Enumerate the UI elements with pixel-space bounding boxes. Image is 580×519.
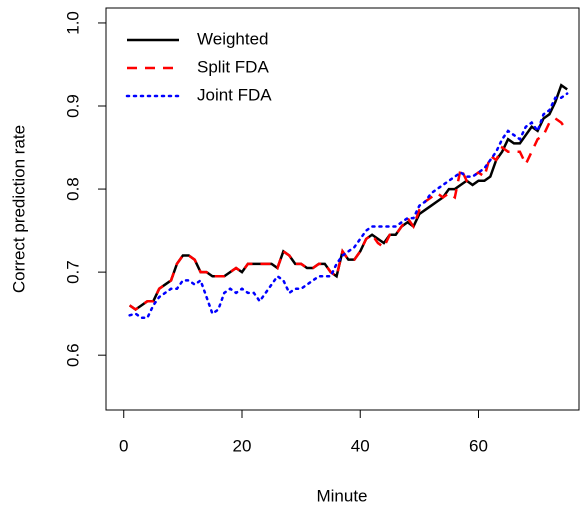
series-line: [128, 92, 569, 320]
y-tick-label: 0.9: [63, 94, 82, 118]
x-tick-label: 60: [469, 436, 488, 455]
legend-label: Weighted: [197, 29, 269, 48]
x-axis-label: Minute: [316, 486, 367, 505]
plot-frame: [105, 7, 580, 411]
y-tick-label: 1.0: [63, 11, 82, 35]
y-axis-label: Correct prediction rate: [9, 125, 28, 293]
y-tick-label: 0.6: [63, 343, 82, 367]
legend-label: Joint FDA: [197, 85, 272, 104]
x-tick-label: 20: [233, 436, 252, 455]
series-line: [128, 116, 569, 312]
y-tick-label: 0.8: [63, 177, 82, 201]
y-tick-label: 0.7: [63, 260, 82, 284]
legend-label: Split FDA: [197, 57, 269, 76]
x-tick-label: 0: [119, 436, 128, 455]
x-tick-label: 40: [351, 436, 370, 455]
series-line: [128, 83, 568, 312]
